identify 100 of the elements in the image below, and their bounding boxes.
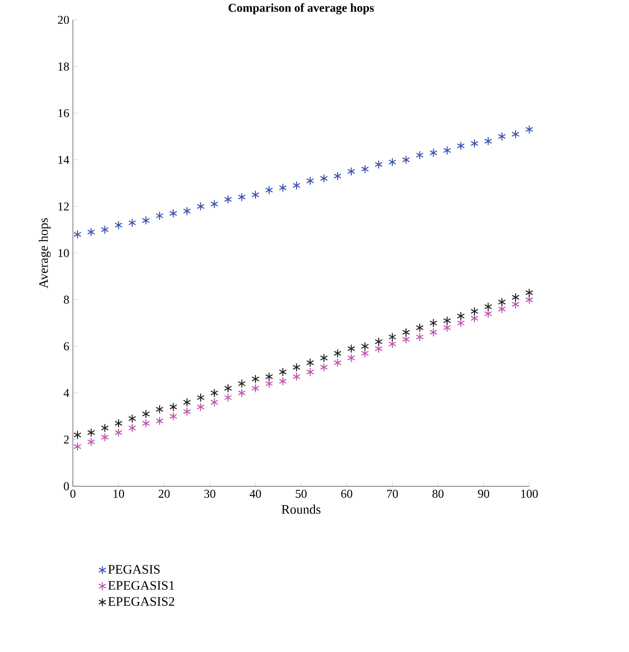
y-tick-label: 10 <box>58 249 69 258</box>
point <box>142 409 150 418</box>
point <box>156 211 164 220</box>
point <box>224 194 232 204</box>
point <box>484 136 492 146</box>
x-tick-label: 80 <box>432 490 444 498</box>
point <box>470 306 478 316</box>
point <box>443 146 452 155</box>
point <box>512 130 520 139</box>
point <box>525 295 534 304</box>
point <box>238 388 246 398</box>
point <box>128 414 136 424</box>
x-tick-label: 90 <box>478 490 490 498</box>
point <box>251 190 260 200</box>
point <box>306 367 314 376</box>
point <box>388 340 396 348</box>
x-tick-label: 60 <box>341 490 352 498</box>
y-tick-label: 20 <box>58 16 69 24</box>
x-tick-label: 30 <box>204 490 216 498</box>
point <box>156 404 164 414</box>
y-tick-label: 4 <box>64 389 70 397</box>
point <box>292 180 300 190</box>
point <box>73 430 82 440</box>
point <box>402 328 410 337</box>
y-tick-label: 16 <box>58 109 69 118</box>
point <box>306 176 314 186</box>
x-tick-label: 0 <box>70 490 76 498</box>
point <box>416 323 424 332</box>
point <box>169 208 178 218</box>
point <box>210 388 218 398</box>
point <box>114 428 122 438</box>
x-tick-label: 70 <box>387 490 398 498</box>
point <box>525 124 534 134</box>
point <box>334 358 342 368</box>
point <box>169 402 178 412</box>
point <box>182 398 191 407</box>
point <box>100 225 109 234</box>
point <box>320 174 328 183</box>
y-tick-label: 12 <box>58 202 69 210</box>
point <box>374 160 383 169</box>
point <box>402 334 410 344</box>
point <box>196 402 205 412</box>
point <box>142 418 150 428</box>
point <box>334 348 342 358</box>
legend-label: EPEGASIS1 <box>108 581 174 590</box>
point <box>196 202 205 211</box>
legend-label: EPEGASIS2 <box>108 597 174 606</box>
point <box>374 337 383 346</box>
point <box>292 372 300 382</box>
y-tick-label: 6 <box>64 342 69 350</box>
point <box>360 342 369 351</box>
point <box>416 332 424 342</box>
point <box>210 200 218 209</box>
point <box>498 298 506 307</box>
point <box>114 220 122 230</box>
point <box>347 353 356 362</box>
point <box>347 166 356 176</box>
point <box>278 376 287 386</box>
point <box>320 362 328 372</box>
point <box>429 148 438 158</box>
point <box>100 423 109 432</box>
point <box>334 172 342 181</box>
point <box>156 416 164 426</box>
chart-title: Comparison of average hops <box>228 3 374 14</box>
point <box>100 432 109 442</box>
point <box>456 318 465 328</box>
x-tick-label: 10 <box>114 490 124 498</box>
y-axis-title: Average hops <box>38 218 51 288</box>
point <box>456 141 465 150</box>
point <box>182 407 191 416</box>
point <box>128 423 136 432</box>
legend-label: PEGASIS <box>108 565 160 574</box>
y-tick-label: 2 <box>64 436 69 444</box>
x-tick-label: 100 <box>521 490 538 498</box>
point <box>182 206 191 216</box>
x-tick-label: 50 <box>296 490 307 498</box>
point <box>278 367 287 376</box>
point <box>512 300 520 309</box>
point <box>169 412 178 421</box>
point <box>443 323 452 332</box>
point <box>251 384 260 393</box>
point <box>142 216 150 225</box>
point <box>388 158 396 167</box>
point <box>429 328 438 337</box>
point <box>238 192 246 202</box>
y-tick-label: 14 <box>58 156 70 164</box>
x-tick-label: 40 <box>250 490 261 498</box>
point <box>238 379 246 388</box>
y-tick-label: 18 <box>58 62 69 71</box>
point <box>484 309 492 318</box>
point <box>114 418 122 428</box>
point <box>265 379 274 388</box>
point <box>224 393 232 402</box>
point <box>196 393 205 402</box>
point <box>320 353 328 362</box>
point <box>360 164 369 174</box>
point <box>456 312 465 321</box>
y-tick-label: 8 <box>64 296 69 304</box>
point <box>73 230 82 239</box>
point <box>388 332 396 342</box>
